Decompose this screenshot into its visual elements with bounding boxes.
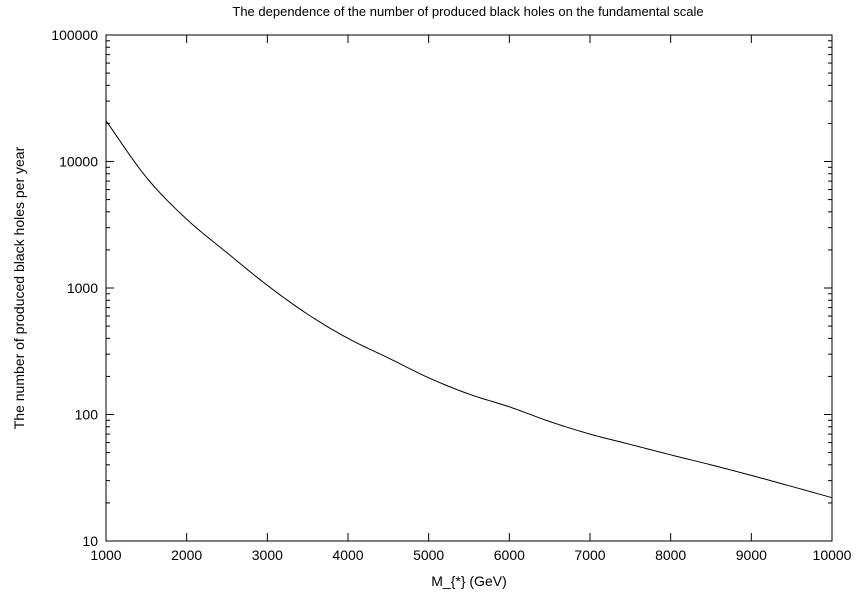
chart-title: The dependence of the number of produced… (232, 4, 703, 19)
x-tick-label: 7000 (574, 547, 605, 563)
y-tick-label: 100 (75, 407, 99, 423)
y-tick-label: 10000 (59, 154, 98, 170)
x-tick-label: 4000 (332, 547, 363, 563)
axis-ticks (105, 34, 833, 542)
x-tick-label: 10000 (813, 547, 852, 563)
x-tick-labels: 1000 2000 3000 4000 5000 6000 7000 8000 9000 1000… (90, 547, 851, 563)
x-axis-label: M_{*} (GeV) (431, 573, 506, 589)
x-tick-label: 2000 (171, 547, 202, 563)
series-line (105, 120, 833, 499)
y-tick-label: 100000 (51, 27, 98, 43)
y-tick-label: 10 (82, 533, 98, 549)
x-tick-label: 3000 (252, 547, 283, 563)
y-tick-label: 1000 (67, 280, 98, 296)
y-axis-label: The number of produced black holes per y… (11, 146, 27, 429)
x-tick-label: 9000 (736, 547, 767, 563)
x-tick-label: 1000 (90, 547, 121, 563)
y-tick-labels: 10 100 1000 10000 100000 (51, 27, 98, 549)
x-tick-label: 5000 (413, 547, 444, 563)
x-tick-label: 8000 (655, 547, 686, 563)
x-tick-label: 6000 (494, 547, 525, 563)
plot-frame (105, 34, 833, 542)
